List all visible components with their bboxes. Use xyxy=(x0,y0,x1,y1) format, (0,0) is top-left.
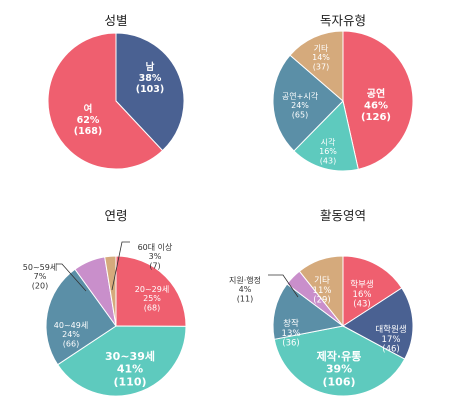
age-slice-label-1: 20~29세 25% (68) xyxy=(135,285,169,312)
gender-slice-label-1: 남 38% (103) xyxy=(136,61,165,95)
audience-slice-3 xyxy=(272,54,344,152)
age-leader-line-4 xyxy=(56,263,87,292)
age-chart-title: 연령 xyxy=(104,208,127,223)
age-slice-3 xyxy=(45,268,117,366)
gender-pie-chart: 성별남 38% (103) 여 62% (168) xyxy=(47,13,185,170)
audience-slice-1 xyxy=(342,30,414,170)
age-pie-chart: 연령 20~29세 25% (68) 30~39세 41% (110) 40~49세 24% (6… xyxy=(23,208,187,397)
audience-slice-label-4: 기타 14% (37) xyxy=(312,44,330,71)
gender-slice-label-2: 여 62% (168) xyxy=(74,103,103,137)
gender-chart-title: 성별 xyxy=(104,13,127,28)
activity-slice-label-6: 기타 11% (29) xyxy=(313,276,332,306)
age-slice-1 xyxy=(115,255,187,327)
audience-slice-4 xyxy=(289,30,344,103)
age-leader-line-5 xyxy=(111,241,130,291)
age-slice-label-3: 40~49세 24% (66) xyxy=(54,321,88,348)
activity-leader-line-5 xyxy=(268,274,299,298)
age-slice-label-4: 50~59세 7% (20) xyxy=(23,263,57,290)
age-slice-label-5: 60대 이상 3% (7) xyxy=(138,242,173,270)
age-slice-5 xyxy=(104,255,117,327)
activity-slice-label-2: 대학원생 17% (46) xyxy=(375,324,406,355)
activity-slice-label-1: 학부생 16% (43) xyxy=(350,279,373,310)
gender-slice-2 xyxy=(47,32,164,170)
audience-slice-2 xyxy=(293,99,359,172)
gender-slice-1 xyxy=(115,32,185,152)
activity-slice-label-4: 창작 13% (36) xyxy=(282,318,301,349)
activity-slice-6 xyxy=(298,255,344,328)
activity-slice-label-5: 지원·행정 4% (11) xyxy=(229,275,261,303)
audience-slice-label-1: 공연 46% (126) xyxy=(361,87,391,123)
activity-slice-1 xyxy=(342,255,403,327)
activity-slice-4 xyxy=(272,283,345,340)
activity-slice-3 xyxy=(273,325,406,397)
audience-slice-label-2: 시각 16% (43) xyxy=(319,137,337,165)
audience-chart-title: 독자유형 xyxy=(320,13,366,28)
activity-slice-label-3: 제작·유통 39% (106) xyxy=(317,349,362,388)
age-slice-label-2: 30~39세 41% (110) xyxy=(105,349,155,388)
audience-slice-label-3: 공연+시각 24% (65) xyxy=(282,91,319,119)
activity-chart-title: 활동영역 xyxy=(320,208,366,223)
activity-slice-2 xyxy=(342,287,414,360)
